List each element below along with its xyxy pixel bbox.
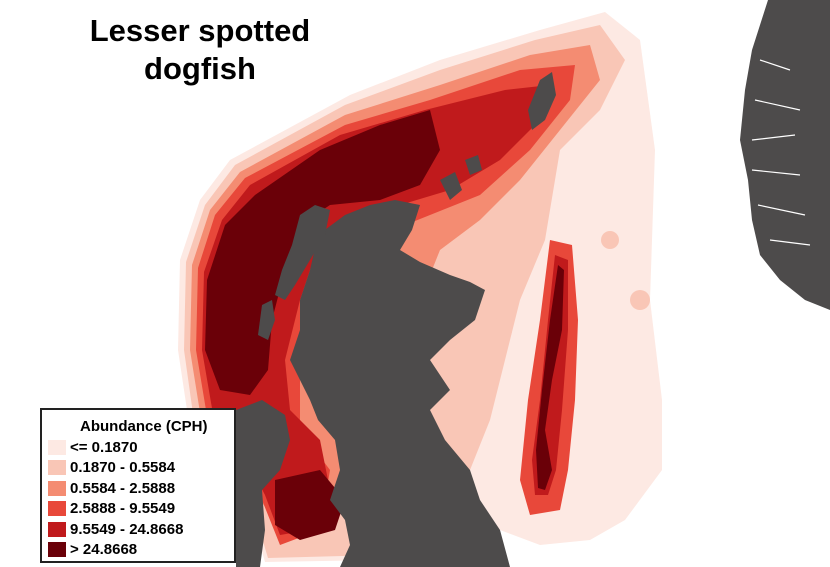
legend-label: > 24.8668 [70,541,138,559]
zone-class-6-south [275,470,345,540]
legend-swatch [48,460,66,476]
east-patch [460,370,480,390]
legend-item: 9.5549 - 24.8668 [48,519,228,540]
legend-label: 2.5888 - 9.5549 [70,500,176,518]
legend-label: <= 0.1870 [70,438,138,456]
legend: Abundance (CPH) <= 0.1870 0.1870 - 0.558… [40,408,236,563]
legend-item: 0.5584 - 2.5888 [48,478,228,499]
shetland-island [528,72,556,130]
norway-landmass [740,0,830,310]
legend-swatch [48,439,66,455]
legend-swatch [48,501,66,517]
ireland-landmass [236,400,290,567]
legend-label: 0.1870 - 0.5584 [70,459,176,477]
legend-item: <= 0.1870 [48,437,228,458]
legend-swatch [48,521,66,537]
legend-item: > 24.8668 [48,540,228,561]
east-patch [601,231,619,249]
east-patch [630,290,650,310]
orkney-island [440,172,462,200]
zone-east-ridge-peak [536,265,564,490]
map-title: Lesser spotted dogfish [89,13,311,86]
legend-item: 0.1870 - 0.5584 [48,458,228,479]
hebrides-island [275,205,330,300]
scotland-landmass [290,200,510,567]
orkney-island [465,155,482,175]
legend-label: 0.5584 - 2.5888 [70,479,176,497]
legend-title: Abundance (CPH) [80,418,208,435]
legend-item: 2.5888 - 9.5549 [48,499,228,520]
hebrides-island [258,300,275,340]
east-patch [488,318,512,342]
legend-swatch [48,480,66,496]
norway-fjord-line [751,59,811,246]
legend-label: 9.5549 - 24.8668 [70,520,184,538]
legend-swatch [48,542,66,558]
